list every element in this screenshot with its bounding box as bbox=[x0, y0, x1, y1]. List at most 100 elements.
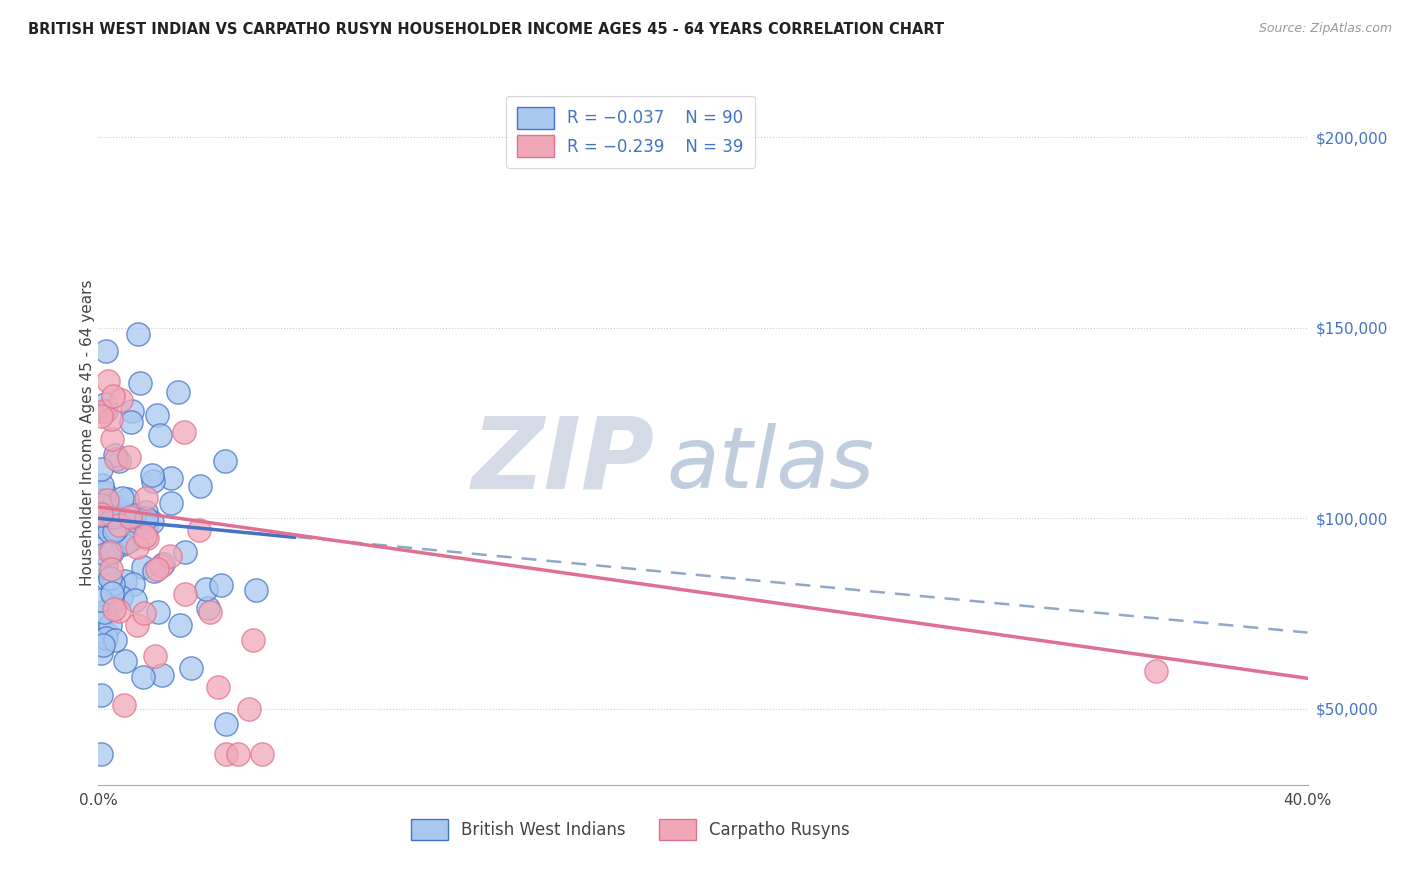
Point bbox=[100, 542, 122, 557]
Point bbox=[96, 561, 118, 575]
Y-axis label: Householder Income Ages 45 - 64 years: Householder Income Ages 45 - 64 years bbox=[80, 279, 94, 586]
Point bbox=[207, 681, 229, 695]
Point bbox=[135, 505, 157, 519]
Point bbox=[98, 545, 121, 559]
Point bbox=[91, 493, 114, 508]
Point bbox=[120, 508, 142, 522]
Point bbox=[127, 540, 149, 554]
Point bbox=[214, 716, 236, 731]
Point bbox=[129, 376, 152, 391]
Point bbox=[180, 661, 202, 675]
Point bbox=[91, 638, 114, 652]
Text: atlas: atlas bbox=[666, 423, 875, 506]
Point bbox=[197, 601, 219, 615]
Point bbox=[110, 392, 132, 407]
Point bbox=[103, 524, 125, 538]
Point bbox=[90, 478, 112, 492]
Point bbox=[101, 545, 124, 559]
Point bbox=[195, 582, 218, 596]
Point bbox=[115, 492, 138, 507]
Point bbox=[148, 605, 170, 619]
Point bbox=[108, 453, 131, 467]
Point bbox=[121, 404, 143, 418]
Point bbox=[226, 747, 249, 762]
Point bbox=[114, 506, 136, 520]
Point bbox=[90, 747, 112, 761]
Point bbox=[93, 605, 115, 619]
Point bbox=[141, 515, 163, 529]
Point bbox=[93, 484, 115, 499]
Point bbox=[127, 327, 149, 342]
Point bbox=[90, 508, 112, 522]
Point bbox=[188, 523, 211, 537]
Point bbox=[242, 633, 264, 648]
Point bbox=[152, 557, 174, 571]
Point bbox=[159, 549, 181, 563]
Point bbox=[100, 562, 122, 576]
Point bbox=[134, 529, 156, 543]
Point bbox=[100, 597, 122, 611]
Point bbox=[1144, 664, 1167, 678]
Point bbox=[143, 649, 166, 664]
Point bbox=[120, 509, 142, 524]
Point bbox=[98, 571, 121, 585]
Point bbox=[121, 533, 143, 547]
Point bbox=[124, 593, 146, 607]
Point bbox=[90, 592, 112, 607]
Text: BRITISH WEST INDIAN VS CARPATHO RUSYN HOUSEHOLDER INCOME AGES 45 - 64 YEARS CORR: BRITISH WEST INDIAN VS CARPATHO RUSYN HO… bbox=[28, 22, 945, 37]
Point bbox=[90, 688, 112, 702]
Point bbox=[96, 498, 118, 512]
Point bbox=[101, 508, 124, 523]
Point bbox=[90, 507, 112, 521]
Point bbox=[98, 524, 121, 538]
Text: Source: ZipAtlas.com: Source: ZipAtlas.com bbox=[1258, 22, 1392, 36]
Point bbox=[169, 618, 191, 632]
Point bbox=[136, 531, 159, 545]
Point bbox=[149, 558, 172, 573]
Point bbox=[103, 389, 125, 403]
Point bbox=[146, 408, 169, 422]
Point bbox=[159, 496, 181, 510]
Point bbox=[149, 428, 172, 442]
Point bbox=[100, 617, 122, 632]
Point bbox=[90, 498, 112, 512]
Point bbox=[108, 604, 131, 618]
Point bbox=[90, 409, 112, 423]
Point bbox=[160, 471, 183, 485]
Legend: British West Indians, Carpatho Rusyns: British West Indians, Carpatho Rusyns bbox=[405, 813, 856, 847]
Point bbox=[112, 698, 135, 712]
Point bbox=[100, 501, 122, 516]
Point bbox=[110, 491, 132, 505]
Point bbox=[121, 577, 143, 591]
Point bbox=[145, 562, 167, 576]
Point bbox=[103, 633, 125, 648]
Point bbox=[188, 479, 211, 493]
Point bbox=[96, 344, 118, 359]
Point bbox=[108, 517, 131, 532]
Point bbox=[122, 508, 145, 523]
Point bbox=[96, 631, 118, 645]
Point bbox=[103, 602, 125, 616]
Point bbox=[166, 384, 188, 399]
Point bbox=[135, 491, 157, 506]
Point bbox=[100, 521, 122, 535]
Point bbox=[94, 548, 117, 562]
Point bbox=[94, 404, 117, 418]
Point bbox=[101, 509, 124, 524]
Point bbox=[105, 522, 128, 536]
Point bbox=[90, 505, 112, 519]
Point bbox=[108, 516, 131, 530]
Point bbox=[100, 412, 122, 426]
Point bbox=[101, 432, 124, 446]
Point bbox=[141, 474, 163, 488]
Point bbox=[152, 668, 174, 682]
Point bbox=[215, 747, 238, 762]
Point bbox=[198, 605, 221, 619]
Point bbox=[96, 492, 118, 507]
Point bbox=[121, 525, 143, 540]
Point bbox=[101, 576, 124, 591]
Point bbox=[214, 454, 236, 468]
Point bbox=[94, 626, 117, 640]
Point bbox=[112, 537, 135, 551]
Point bbox=[135, 511, 157, 525]
